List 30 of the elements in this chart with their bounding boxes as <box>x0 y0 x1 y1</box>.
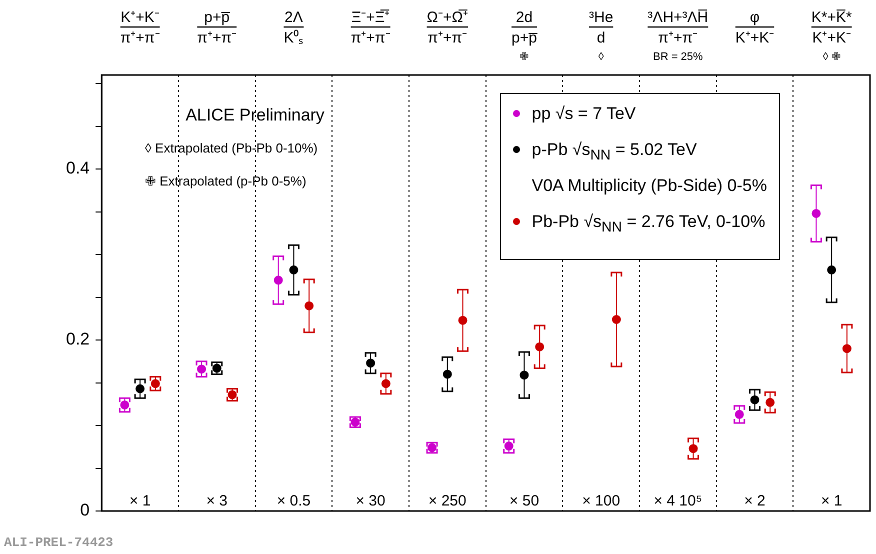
annotation: × 4 10⁵ <box>654 492 702 510</box>
annotation: × 100 <box>582 492 620 510</box>
annotation: × 50 <box>509 492 540 510</box>
annotation: × 30 <box>356 492 386 510</box>
annotation: × 3 <box>206 492 228 510</box>
x-tick-label: p+p̅ π⁺+π⁻ <box>197 9 237 47</box>
x-tick-label: ³He d ◊ <box>588 9 614 64</box>
x-tick-label: 2Λ K⁰ₛ <box>284 9 304 47</box>
annotation: ✙ Extrapolated (p-Pb 0-5%) <box>145 174 306 189</box>
y-tick-label: 0.2 <box>66 330 90 349</box>
x-tick-label: ³ΛH+³ΛH̅ π⁺+π⁻ BR = 25% <box>648 9 708 64</box>
legend-label: Pb-Pb √s$_{NN}$ = 2.76 TeV, 0-10% <box>532 212 766 235</box>
x-tick-label: Ω⁻+Ω̅⁺ π⁺+π⁻ <box>426 9 468 47</box>
annotation: ◊ Extrapolated (Pb-Pb 0-10%) <box>145 140 318 156</box>
x-tick-label: 2d p+p̅ ✙ <box>512 9 538 64</box>
annotation: × 1 <box>820 492 842 510</box>
legend-label: pp √s = 7 TeV <box>532 104 636 123</box>
y-tick-label: 0 <box>80 500 90 520</box>
text: ALI-PREL-74423 <box>4 535 114 550</box>
x-tick-label: K*+K̅* K⁺+K⁻ ◊ ✙ <box>811 9 852 64</box>
x-tick-label: K⁺+K⁻ π⁺+π⁻ <box>120 9 160 47</box>
annotation: × 250 <box>428 492 466 510</box>
annotation: × 2 <box>744 492 766 510</box>
y-tick-label: 0.4 <box>66 158 90 178</box>
x-tick-label: φ K⁺+K⁻ <box>735 9 774 47</box>
legend-label: p-Pb √s$_{NN}$ = 5.02 TeV V0A Multiplicity (Pb-Side) 0-5% <box>532 140 767 195</box>
annotation: × 1 <box>129 492 151 510</box>
annotation: ALICE Preliminary <box>186 106 325 125</box>
x-tick-label: Ξ⁻+Ξ̅⁺ π⁺+π⁻ <box>350 9 390 47</box>
annotation: × 0.5 <box>276 492 311 510</box>
